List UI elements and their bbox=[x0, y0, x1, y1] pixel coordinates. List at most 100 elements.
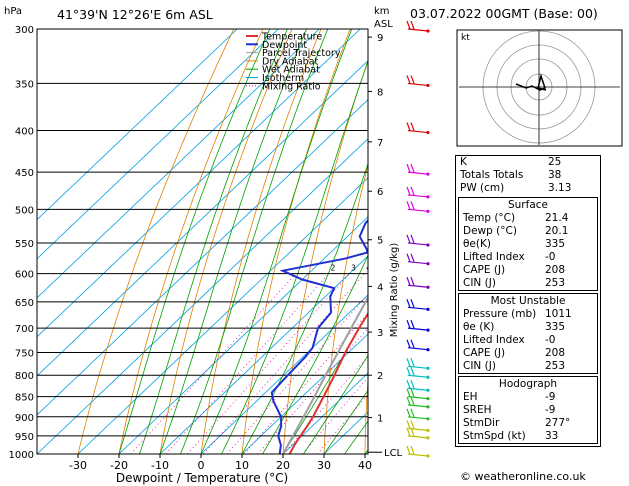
wind-barb-dot bbox=[426, 366, 430, 370]
wind-barb-dot bbox=[426, 130, 430, 135]
most-unstable-row: Pressure (mb) 1011 bbox=[459, 308, 597, 321]
most-unstable-value: -0 bbox=[545, 334, 556, 346]
pressure-tick-label: 950 bbox=[15, 432, 34, 443]
wind-barb-dot bbox=[426, 348, 430, 352]
wind-barb-flag bbox=[410, 253, 415, 262]
wind-barb-flag bbox=[406, 339, 411, 348]
wind-barb-shaft bbox=[407, 82, 429, 87]
wind-barb-flag bbox=[406, 75, 411, 84]
surface-value: 21.4 bbox=[545, 212, 569, 224]
wind-barb-shaft bbox=[407, 28, 429, 32]
pressure-tick-label: 900 bbox=[15, 413, 34, 424]
surface-value: 253 bbox=[545, 277, 566, 289]
km-tick-label: 8 bbox=[377, 87, 383, 98]
wind-barb-shaft bbox=[407, 306, 429, 310]
isotherm-line bbox=[159, 255, 368, 454]
most-unstable-label: CAPE (J) bbox=[463, 347, 506, 359]
wind-barb-flag bbox=[410, 234, 415, 244]
hodograph-value: 277° bbox=[545, 417, 571, 429]
wind-barb-flag bbox=[406, 396, 411, 406]
hodograph-kt-label: kt bbox=[461, 33, 470, 43]
mixing-ratio-label: 8 bbox=[405, 264, 410, 273]
wind-barb-dot bbox=[426, 388, 430, 392]
footer-credit: © weatheronline.co.uk bbox=[460, 470, 586, 483]
legend-label: Mixing Ratio bbox=[262, 81, 321, 92]
wind-barb-flag bbox=[406, 427, 411, 437]
lcl-label: LCL bbox=[384, 448, 403, 459]
isotherm-line bbox=[37, 29, 361, 338]
mixing-ratio-line bbox=[316, 393, 368, 454]
index-label: PW (cm) bbox=[460, 182, 505, 194]
hodograph-label: EH bbox=[463, 391, 478, 403]
pressure-tick-label: 450 bbox=[15, 168, 34, 179]
most-unstable-row: Lifted Index -0 bbox=[459, 334, 597, 347]
wind-barb-dot bbox=[426, 428, 430, 432]
surface-row: θe(K) 335 bbox=[459, 238, 597, 251]
wind-barb-flag bbox=[410, 427, 415, 437]
isotherm-line bbox=[37, 99, 368, 416]
dewpoint-line bbox=[270, 218, 368, 454]
dry-adiabat-line bbox=[323, 163, 368, 454]
wind-barb-flag bbox=[410, 186, 415, 196]
asl-unit-label: ASL bbox=[374, 19, 393, 30]
wind-barb-dot bbox=[426, 209, 430, 213]
wind-barb-shaft bbox=[407, 374, 429, 378]
legend-label: Parcel Trajectory bbox=[262, 48, 341, 59]
wet-adiabat-line bbox=[282, 312, 368, 454]
hodograph-label: StmDir bbox=[463, 417, 500, 429]
wind-barb-flag bbox=[410, 445, 415, 455]
wind-barb-flag bbox=[406, 420, 411, 429]
km-tick-label: 4 bbox=[377, 282, 383, 293]
hodograph-row: StmDir 277° bbox=[459, 417, 597, 430]
index-row: K 25 bbox=[456, 156, 600, 169]
wind-barb-dot bbox=[426, 436, 430, 440]
most-unstable-label: Pressure (mb) bbox=[463, 308, 537, 320]
wind-barb-flag bbox=[406, 445, 411, 455]
plot-area: 2 3 4 6 8 10 15 20 25 bbox=[37, 29, 410, 454]
pressure-tick-label: 600 bbox=[15, 270, 34, 281]
isotherm-line bbox=[77, 177, 368, 454]
most-unstable-section: Most Unstable Pressure (mb) 1011 θe (K) 335… bbox=[458, 293, 598, 374]
x-tick-label: 0 bbox=[198, 459, 205, 472]
isotherm-line bbox=[37, 138, 368, 454]
x-tick-label: 40 bbox=[358, 459, 372, 472]
wind-barb-flag bbox=[406, 253, 411, 262]
hodograph-row: EH -9 bbox=[459, 391, 597, 404]
wind-barb-shaft bbox=[407, 242, 429, 246]
surface-row: CIN (J) 253 bbox=[459, 277, 597, 290]
surface-title: Surface bbox=[507, 199, 548, 211]
isotherm-line bbox=[200, 294, 368, 454]
most-unstable-value: 1011 bbox=[545, 308, 572, 320]
most-unstable-label: Lifted Index bbox=[463, 334, 525, 346]
wind-barb-shaft bbox=[407, 194, 429, 198]
pressure-unit-label: hPa bbox=[4, 6, 22, 17]
km-tick-label: 9 bbox=[377, 33, 383, 44]
wind-barb-shaft bbox=[407, 327, 429, 331]
isotherm-line bbox=[37, 29, 320, 299]
wind-barb-flag bbox=[410, 299, 415, 308]
x-axis-label: Dewpoint / Temperature (°C) bbox=[116, 471, 288, 485]
most-unstable-value: 208 bbox=[545, 347, 566, 359]
pressure-tick-label: 850 bbox=[15, 393, 34, 404]
surface-label: θe(K) bbox=[463, 238, 491, 250]
surface-label: Temp (°C) bbox=[463, 212, 516, 224]
km-unit-label: km bbox=[374, 6, 390, 17]
wind-barb-flag bbox=[410, 20, 415, 30]
pressure-tick-label: 350 bbox=[15, 79, 34, 90]
wet-adiabat-line bbox=[180, 29, 329, 454]
dry-adiabat-line bbox=[159, 29, 293, 454]
most-unstable-label: θe (K) bbox=[463, 321, 495, 333]
wind-barb-shaft bbox=[407, 347, 429, 351]
dry-adiabat-line bbox=[118, 29, 264, 454]
wind-barb-dot bbox=[426, 285, 430, 289]
wet-adiabat-line bbox=[200, 29, 353, 454]
x-tick-label: 10 bbox=[235, 459, 249, 472]
wind-barb-flag bbox=[410, 201, 415, 210]
parcel-trajectory-line bbox=[283, 295, 368, 454]
km-tick-label: 5 bbox=[377, 236, 383, 247]
surface-value: 335 bbox=[545, 238, 566, 250]
wind-barb-flag bbox=[406, 122, 411, 131]
hodograph-label: StmSpd (kt) bbox=[463, 430, 526, 442]
km-tick-label: 1 bbox=[377, 414, 383, 425]
legend-label: Isotherm bbox=[262, 73, 304, 84]
